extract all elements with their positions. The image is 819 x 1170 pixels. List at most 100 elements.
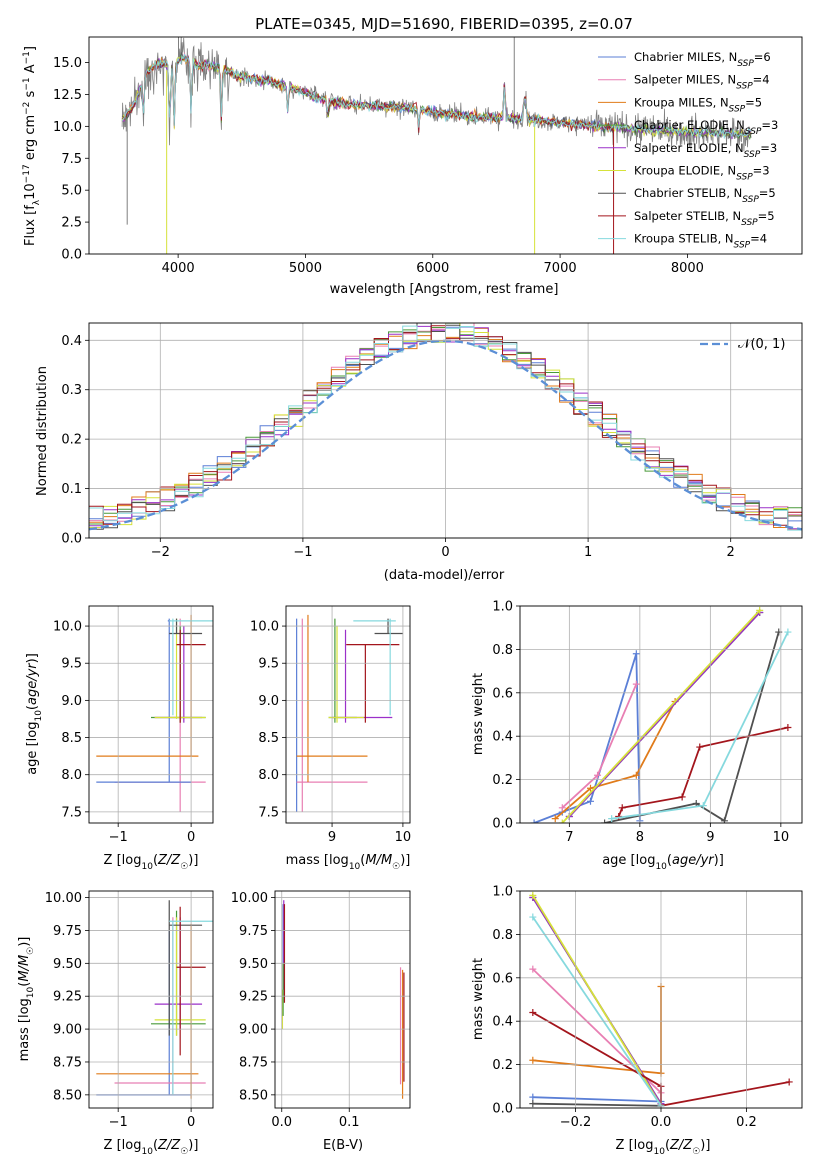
label-part: Z [log xyxy=(616,1138,654,1153)
x-axis-label: age [log10(age/yr)] xyxy=(602,853,724,872)
legend-entry: Salpeter ELODIE, NSSP=3 xyxy=(634,141,777,160)
label-part: ( xyxy=(360,853,365,868)
y-tick-label: 0.8 xyxy=(492,928,513,943)
y-axis-label: Flux [fλ10−17 erg cm−2 s−1 A−1] xyxy=(22,46,42,246)
label-part: 10 xyxy=(26,986,36,998)
axes-frame xyxy=(88,605,214,824)
y-tick-label: 0.2 xyxy=(492,773,513,788)
weight-point xyxy=(632,650,640,658)
y-tick-label: 9.75 xyxy=(239,924,268,939)
label-part: −1 xyxy=(22,51,32,64)
weight-point xyxy=(594,771,602,779)
x-tick-label: 8 xyxy=(636,830,644,845)
label-part: −17 xyxy=(22,164,32,183)
x-axis-label: Z [log10(Z/Z☉)] xyxy=(616,1138,711,1157)
weight-point xyxy=(551,815,559,823)
y-tick-label: 8.75 xyxy=(239,1055,268,1070)
label-part: M/M xyxy=(365,853,392,868)
label-part: =5 xyxy=(759,186,776,200)
y-tick-label: 9.50 xyxy=(239,957,268,972)
legend-entry: Chabrier ELODIE, NSSP=3 xyxy=(634,118,778,137)
weight-series-line xyxy=(561,609,761,823)
y-tick-label: 8.5 xyxy=(61,731,82,746)
label-part: )] xyxy=(17,937,32,947)
label-part: ( xyxy=(17,982,32,987)
label-part: Kroupa MILES, N xyxy=(634,95,729,109)
label-part: SSP xyxy=(741,218,758,228)
label-part: =5 xyxy=(758,209,775,223)
y-tick-label: 0.2 xyxy=(492,1058,513,1073)
weight-point xyxy=(529,965,537,973)
weight-point xyxy=(632,680,640,688)
label-part: SSP xyxy=(737,59,754,69)
label-part: ☉ xyxy=(180,862,188,872)
weight-point xyxy=(529,1009,537,1017)
legend-entry: Kroupa MILES, NSSP=5 xyxy=(634,95,762,114)
label-part: =4 xyxy=(750,232,767,246)
y-tick-label: 9.50 xyxy=(53,957,82,972)
label-part: SSP xyxy=(734,241,751,251)
panels: 4000 5000 6000 7000 80000.02.55.07.510.012.5… xyxy=(17,36,803,1157)
label-part: Z/Z xyxy=(669,1138,693,1153)
label-part: λ xyxy=(32,199,42,205)
axes-frame xyxy=(519,890,803,1109)
weight-point xyxy=(720,817,728,823)
y-tick-label: 7.5 xyxy=(61,152,82,167)
legend-entry: Chabrier MILES, NSSP=6 xyxy=(634,50,771,69)
label-part: Chabrier MILES, N xyxy=(634,50,737,64)
label-part: −1 xyxy=(22,77,32,90)
y-tick-label: 9.5 xyxy=(258,657,279,672)
label-part: )] xyxy=(188,1138,198,1153)
label-part: ( xyxy=(153,1138,158,1153)
x-tick-label: 2 xyxy=(727,545,735,560)
weight-point xyxy=(678,793,686,801)
label-part: −2 xyxy=(22,102,32,115)
weight-point xyxy=(696,743,704,751)
label-part: SSP xyxy=(729,104,746,114)
y-tick-label: 0.0 xyxy=(492,1102,513,1117)
y-tick-label: 9.0 xyxy=(258,694,279,709)
label-part: age/yr xyxy=(25,662,40,705)
model-spectrum-line xyxy=(121,53,752,139)
label-part: ☉ xyxy=(180,1147,188,1157)
label-part: Chabrier ELODIE, N xyxy=(634,118,745,132)
label-part: Salpeter STELIB, N xyxy=(634,209,741,223)
weight-point xyxy=(558,819,566,823)
label-part: Kroupa ELODIE, N xyxy=(634,164,736,178)
label-part: 10 xyxy=(653,1147,665,1157)
y-tick-label: 0.2 xyxy=(61,433,82,448)
weight-series-line xyxy=(561,683,638,809)
x-tick-label: 6000 xyxy=(416,261,449,276)
label-part: )] xyxy=(700,1138,710,1153)
y-tick-label: 0.1 xyxy=(61,482,82,497)
x-tick-label: −1 xyxy=(109,830,128,845)
legend-entry: Salpeter STELIB, NSSP=5 xyxy=(634,209,775,228)
weight-point xyxy=(785,1078,793,1086)
weight-point xyxy=(529,891,537,899)
label-part: SSP xyxy=(742,195,759,205)
plot-area xyxy=(281,900,405,1099)
x-tick-label: 4000 xyxy=(162,261,195,276)
label-part: =3 xyxy=(753,164,770,178)
weight-point xyxy=(699,802,707,810)
y-axis-label: mass weight xyxy=(471,958,486,1040)
x-tick-label: 9 xyxy=(328,830,336,845)
label-part: Z [log xyxy=(104,1138,142,1153)
label-part: )] xyxy=(25,653,40,663)
y-tick-label: 0.3 xyxy=(61,383,82,398)
weight-point xyxy=(529,1100,537,1108)
label-part: 10 xyxy=(141,1147,153,1157)
label-part: ] xyxy=(23,46,38,51)
label-part: SSP xyxy=(736,82,753,92)
axes-frame xyxy=(274,890,411,1109)
label-part: 10 xyxy=(34,710,44,722)
x-tick-label: 10 xyxy=(395,830,412,845)
y-tick-label: 0.8 xyxy=(492,643,513,658)
y-tick-label: 5.0 xyxy=(61,184,82,199)
y-tick-label: 8.50 xyxy=(239,1088,268,1103)
weight-point xyxy=(618,804,626,812)
axes-frame xyxy=(285,605,411,824)
